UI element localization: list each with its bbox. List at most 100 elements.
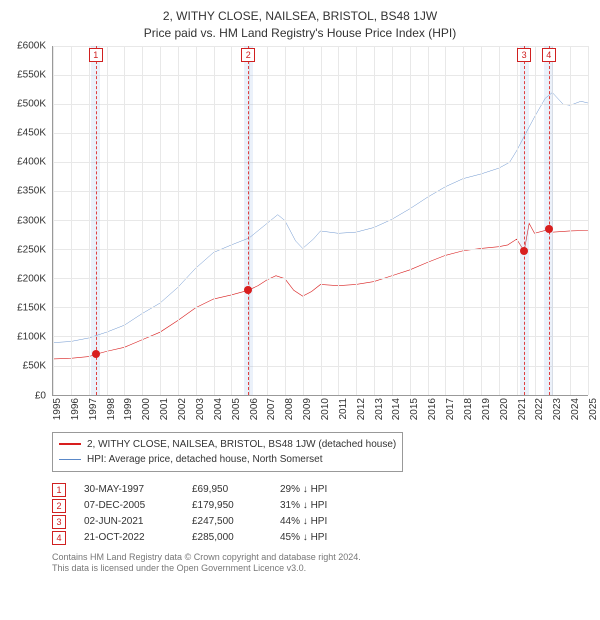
legend-swatch	[59, 459, 81, 460]
gridline-v	[303, 46, 304, 395]
sales-row: 302-JUN-2021£247,50044% ↓ HPI	[52, 514, 592, 530]
gridline-v	[71, 46, 72, 395]
x-tick: 2014	[391, 398, 402, 420]
chart-area: £0£50K£100K£150K£200K£250K£300K£350K£400…	[8, 46, 592, 426]
x-tick: 2003	[195, 398, 206, 420]
gridline-v	[107, 46, 108, 395]
x-tick: 2002	[177, 398, 188, 420]
gridline-v	[481, 46, 482, 395]
x-tick: 2016	[427, 398, 438, 420]
x-tick: 2007	[266, 398, 277, 420]
x-tick: 2006	[249, 398, 260, 420]
footnote-line-1: Contains HM Land Registry data © Crown c…	[52, 552, 592, 564]
y-tick: £50K	[23, 361, 46, 372]
x-tick: 2015	[409, 398, 420, 420]
gridline-v	[535, 46, 536, 395]
sales-price: £179,950	[192, 500, 262, 511]
gridline-v	[338, 46, 339, 395]
marker-line	[96, 46, 97, 395]
legend: 2, WITHY CLOSE, NAILSEA, BRISTOL, BS48 1…	[52, 432, 403, 472]
gridline-v	[374, 46, 375, 395]
sales-diff: 45% ↓ HPI	[280, 532, 360, 543]
marker-number-box: 1	[89, 48, 103, 62]
x-tick: 2022	[534, 398, 545, 420]
sales-marker: 2	[52, 499, 66, 513]
sales-price: £247,500	[192, 516, 262, 527]
footnote: Contains HM Land Registry data © Crown c…	[52, 552, 592, 575]
y-tick: £500K	[17, 98, 46, 109]
gridline-v	[321, 46, 322, 395]
marker-number-box: 2	[241, 48, 255, 62]
plot-region: 1 2 34	[52, 46, 588, 396]
gridline-v	[570, 46, 571, 395]
x-tick: 2018	[463, 398, 474, 420]
sales-table: 1 30-MAY-1997 £69,950 29% ↓ HPI 2 07-DEC-2005…	[52, 482, 592, 546]
gridline-v	[53, 46, 54, 395]
sales-marker: 1	[52, 483, 66, 497]
x-tick: 2008	[284, 398, 295, 420]
gridline-v	[89, 46, 90, 395]
sales-row: 1 30-MAY-1997 £69,950 29% ↓ HPI	[52, 482, 592, 498]
x-tick: 2012	[356, 398, 367, 420]
gridline-v	[445, 46, 446, 395]
x-tick: 2004	[213, 398, 224, 420]
marker-number-box: 4	[542, 48, 556, 62]
x-tick: 2005	[231, 398, 242, 420]
marker-line	[549, 46, 550, 395]
x-tick: 2017	[445, 398, 456, 420]
gridline-v	[231, 46, 232, 395]
x-tick: 1998	[106, 398, 117, 420]
y-tick: £300K	[17, 215, 46, 226]
x-tick: 2000	[141, 398, 152, 420]
x-tick: 2019	[481, 398, 492, 420]
sales-date: 30-MAY-1997	[84, 484, 174, 495]
title-line-2: Price paid vs. HM Land Registry's House …	[8, 25, 592, 42]
gridline-v	[463, 46, 464, 395]
legend-row: HPI: Average price, detached house, Nort…	[59, 452, 396, 467]
x-tick: 2011	[338, 398, 349, 420]
sale-dot	[244, 286, 252, 294]
x-tick: 2024	[570, 398, 581, 420]
sales-diff: 29% ↓ HPI	[280, 484, 360, 495]
sales-price: £285,000	[192, 532, 262, 543]
title-line-1: 2, WITHY CLOSE, NAILSEA, BRISTOL, BS48 1…	[8, 8, 592, 25]
marker-number-box: 3	[517, 48, 531, 62]
marker-line	[248, 46, 249, 395]
x-tick: 1997	[88, 398, 99, 420]
gridline-v	[588, 46, 589, 395]
gridline-v	[410, 46, 411, 395]
x-tick: 2013	[374, 398, 385, 420]
footnote-line-2: This data is licensed under the Open Gov…	[52, 563, 592, 575]
y-tick: £550K	[17, 69, 46, 80]
y-tick: £250K	[17, 244, 46, 255]
sales-date: 07-DEC-2005	[84, 500, 174, 511]
legend-row: 2, WITHY CLOSE, NAILSEA, BRISTOL, BS48 1…	[59, 437, 396, 452]
sales-diff: 44% ↓ HPI	[280, 516, 360, 527]
x-tick: 2023	[552, 398, 563, 420]
gridline-v	[214, 46, 215, 395]
gridline-v	[160, 46, 161, 395]
x-tick: 1999	[123, 398, 134, 420]
sales-date: 21-OCT-2022	[84, 532, 174, 543]
y-tick: £600K	[17, 40, 46, 51]
legend-swatch	[59, 443, 81, 445]
gridline-v	[267, 46, 268, 395]
gridline-v	[517, 46, 518, 395]
x-tick: 2009	[302, 398, 313, 420]
x-tick: 2010	[320, 398, 331, 420]
sales-marker: 4	[52, 531, 66, 545]
sales-row: 4 21-OCT-2022 £285,000 45% ↓ HPI	[52, 530, 592, 546]
x-axis: 1995199619971998199920002001200220032004…	[52, 396, 588, 426]
gridline-v	[124, 46, 125, 395]
y-tick: £350K	[17, 186, 46, 197]
y-tick: £150K	[17, 303, 46, 314]
sales-diff: 31% ↓ HPI	[280, 500, 360, 511]
legend-label: HPI: Average price, detached house, Nort…	[87, 452, 323, 467]
y-tick: £100K	[17, 332, 46, 343]
y-tick: £400K	[17, 157, 46, 168]
gridline-v	[392, 46, 393, 395]
y-axis: £0£50K£100K£150K£200K£250K£300K£350K£400…	[8, 46, 48, 396]
sales-price: £69,950	[192, 484, 262, 495]
sales-row: 2 07-DEC-2005 £179,950 31% ↓ HPI	[52, 498, 592, 514]
chart-title-block: 2, WITHY CLOSE, NAILSEA, BRISTOL, BS48 1…	[8, 8, 592, 42]
